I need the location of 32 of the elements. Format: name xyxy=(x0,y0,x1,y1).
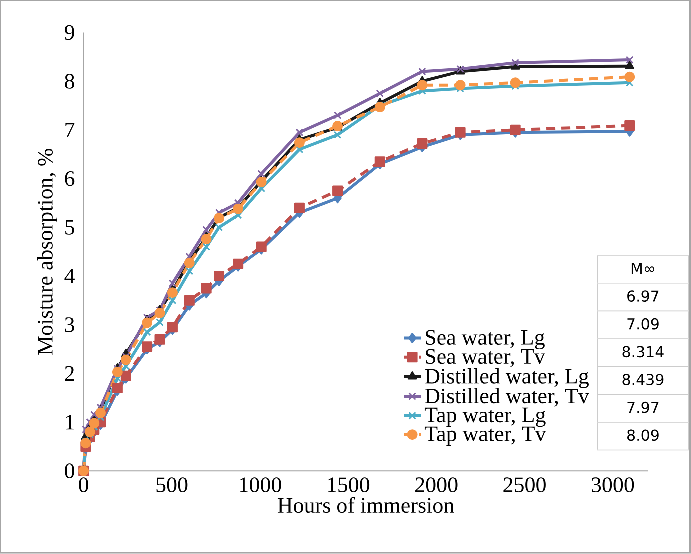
y-tick-label: 1 xyxy=(66,415,74,430)
annotation: 8.09 xyxy=(628,430,659,442)
x-tick-label: 1500 xyxy=(328,478,370,493)
y-tick-label: 7 xyxy=(66,123,75,138)
annotation: 8.314 xyxy=(622,346,664,358)
x-tick-label: 500 xyxy=(156,478,188,493)
legend-label: Tap water, Tv xyxy=(424,426,546,446)
y-tick-label: 4 xyxy=(64,269,75,284)
x-tick-label: 1000 xyxy=(240,478,282,493)
x-axis-title: Hours of immersion xyxy=(278,497,454,514)
x-tick-label: 0 xyxy=(79,478,88,493)
legend-label: Sea water, Lg xyxy=(426,330,545,350)
legend-label: Distilled water, Tv xyxy=(425,388,590,407)
y-tick-label: 5 xyxy=(66,220,74,235)
y-tick-label: 6 xyxy=(65,172,75,186)
y-tick-label: 8 xyxy=(65,74,74,89)
y-axis-title: Moisture absorption, % xyxy=(37,149,58,355)
x-tick-label: 3000 xyxy=(592,478,634,493)
x-tick-label: 2000 xyxy=(416,478,458,493)
y-tick-label: 2 xyxy=(65,366,74,382)
annotation: 6.97 xyxy=(628,290,659,302)
legend-label: Tap water, Lg xyxy=(424,408,546,428)
annotation: M∞ xyxy=(632,263,654,274)
y-tick-label: 0 xyxy=(65,464,74,479)
legend-label: Sea water, Tv xyxy=(426,349,546,368)
annotation: 8.439 xyxy=(622,374,664,386)
x-tick-label: 2500 xyxy=(504,478,546,493)
y-tick-label: 3 xyxy=(65,318,74,332)
annotation: 7.97 xyxy=(628,402,659,414)
legend-label: Distilled water, Lg xyxy=(425,368,589,388)
y-tick-label: 9 xyxy=(64,25,74,40)
annotation: 7.09 xyxy=(628,318,659,330)
